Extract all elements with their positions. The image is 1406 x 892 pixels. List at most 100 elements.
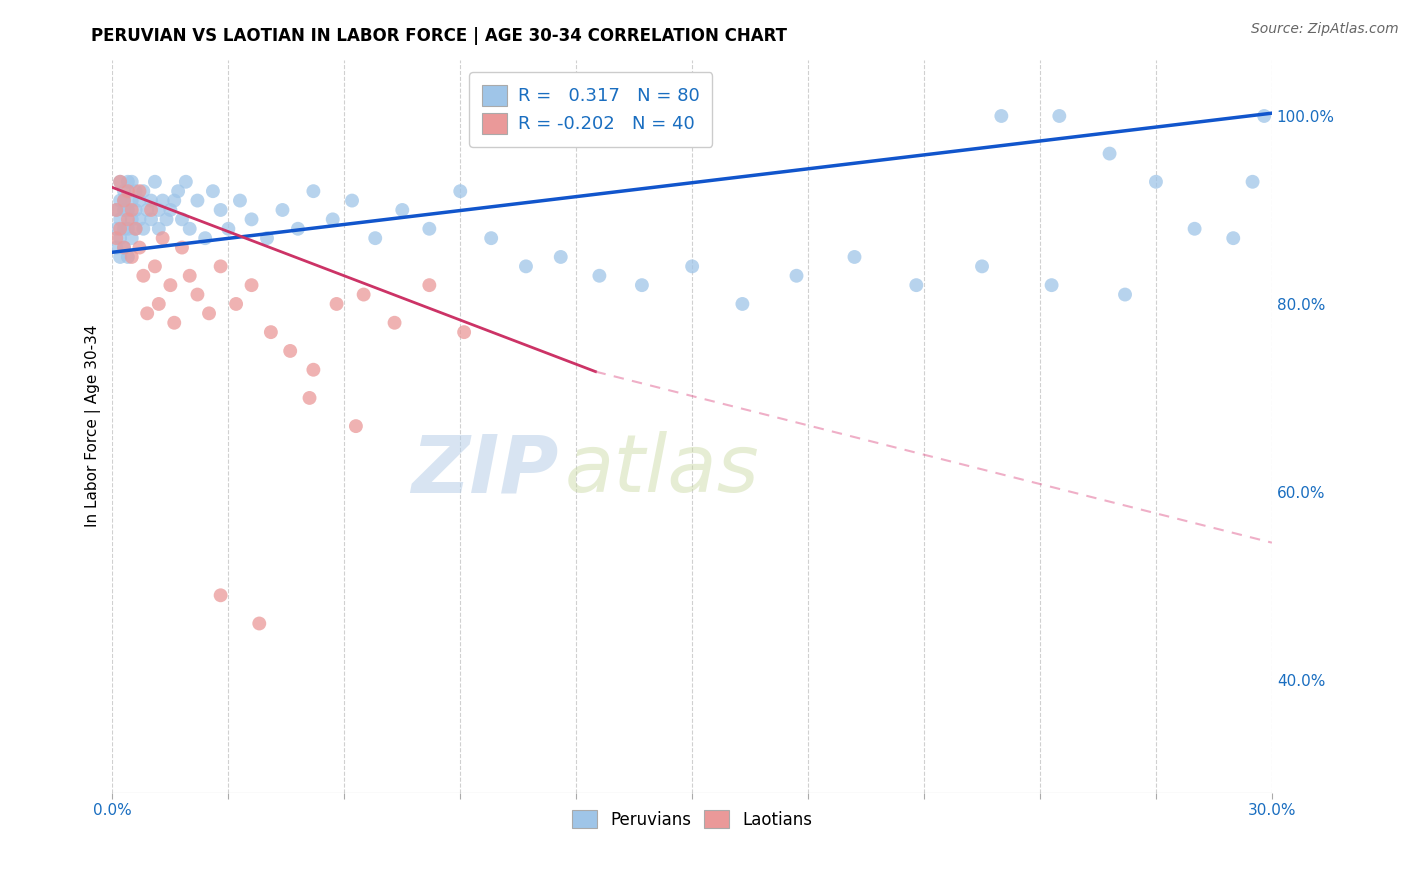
Point [108,231,131,245]
Point [121,231,143,245]
Point [631,278,654,293]
Legend: Peruvians, Laotians: Peruvians, Laotians [565,804,820,836]
Text: Source: ZipAtlas.com: Source: ZipAtlas.com [1251,22,1399,37]
Point [1144,175,1167,189]
Point [117,221,139,235]
Point [302,184,325,198]
Point [124,221,146,235]
Point [143,175,166,189]
Point [139,212,162,227]
Point [325,297,347,311]
Point [117,202,139,217]
Point [108,175,131,189]
Point [105,221,128,235]
Point [108,212,131,227]
Point [1040,278,1063,293]
Point [170,241,193,255]
Point [229,194,252,208]
Point [731,297,754,311]
Point [152,231,174,245]
Point [287,221,309,235]
Point [112,241,135,255]
Point [322,212,344,227]
Point [112,194,135,208]
Point [132,221,155,235]
Point [302,363,325,377]
Point [128,212,150,227]
Point [194,231,217,245]
Point [136,202,159,217]
Point [990,109,1012,123]
Point [1241,175,1264,189]
Point [418,278,440,293]
Point [186,287,208,301]
Point [105,241,128,255]
Point [256,231,278,245]
Text: PERUVIAN VS LAOTIAN IN LABOR FORCE | AGE 30-34 CORRELATION CHART: PERUVIAN VS LAOTIAN IN LABOR FORCE | AGE… [91,27,787,45]
Point [105,202,128,217]
Point [418,221,440,235]
Text: atlas: atlas [565,431,759,509]
Point [681,260,703,274]
Point [209,202,232,217]
Point [128,194,150,208]
Text: ZIP: ZIP [412,431,558,509]
Point [155,212,177,227]
Point [1222,231,1244,245]
Point [112,241,135,255]
Point [391,202,413,217]
Point [479,231,502,245]
Point [209,588,232,602]
Point [247,616,270,631]
Point [117,184,139,198]
Point [136,306,159,320]
Point [970,260,993,274]
Point [112,202,135,217]
Point [1098,146,1121,161]
Point [112,194,135,208]
Point [159,202,181,217]
Point [124,202,146,217]
Point [108,194,131,208]
Point [121,250,143,264]
Point [121,212,143,227]
Point [148,297,170,311]
Point [344,419,367,434]
Point [108,250,131,264]
Point [121,202,143,217]
Point [225,297,247,311]
Point [163,194,186,208]
Point [186,194,208,208]
Point [139,194,162,208]
Point [148,221,170,235]
Point [117,250,139,264]
Point [159,278,181,293]
Point [132,268,155,283]
Point [105,231,128,245]
Point [128,184,150,198]
Point [139,202,162,217]
Point [112,184,135,198]
Point [179,221,201,235]
Point [163,316,186,330]
Point [217,221,239,235]
Point [844,250,866,264]
Point [121,194,143,208]
Point [170,212,193,227]
Point [152,194,174,208]
Point [128,241,150,255]
Point [132,184,155,198]
Point [260,325,283,339]
Point [449,184,471,198]
Point [550,250,572,264]
Y-axis label: In Labor Force | Age 30-34: In Labor Force | Age 30-34 [86,325,101,527]
Point [143,260,166,274]
Point [1047,109,1070,123]
Point [108,175,131,189]
Point [201,184,224,198]
Point [124,221,146,235]
Point [124,184,146,198]
Point [278,343,301,358]
Point [198,306,221,320]
Point [117,175,139,189]
